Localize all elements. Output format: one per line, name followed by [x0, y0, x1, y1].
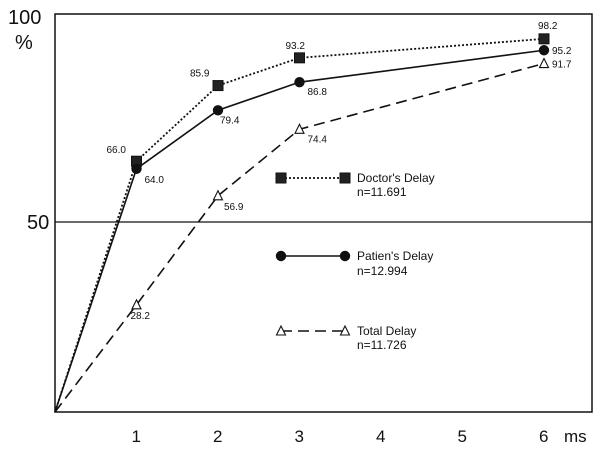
series-layer: 66.0 85.9 93.2 98.2 64.0 79.4 86.8 95.2 28.2 56.9… — [54, 21, 572, 413]
x-tick-label-1: 1 — [132, 427, 141, 446]
data-label: 56.9 — [224, 202, 244, 213]
data-point — [538, 45, 550, 56]
plot-frame — [54, 13, 593, 413]
series-line — [54, 62, 545, 413]
series-line — [54, 49, 545, 413]
x-tick-label-4: 4 — [376, 427, 385, 446]
x-tick-label-2: 2 — [213, 427, 222, 446]
data-label: 74.4 — [308, 134, 328, 145]
data-label: 93.2 — [286, 41, 306, 52]
data-label: 95.2 — [552, 46, 572, 57]
series-doctor-s-delay: 66.0 85.9 93.2 98.2 — [54, 21, 558, 413]
legend-n-label: n=11.726 — [357, 338, 407, 352]
data-label: 86.8 — [308, 87, 328, 98]
y-tick-label-100: 100 — [8, 7, 41, 29]
data-label: 66.0 — [107, 145, 127, 156]
data-label: 91.7 — [552, 60, 572, 71]
data-point — [212, 189, 224, 201]
series-line — [54, 37, 545, 413]
x-axis-unit: ms — [564, 427, 587, 446]
legend-marker — [275, 250, 287, 262]
data-label: 64.0 — [145, 175, 165, 186]
series-total-delay: 28.2 56.9 74.4 91.7 — [54, 57, 572, 413]
legend-marker — [339, 172, 351, 184]
data-label: 98.2 — [538, 21, 558, 32]
x-tick-label-3: 3 — [295, 427, 304, 446]
data-label: 28.2 — [131, 311, 151, 322]
data-point — [294, 76, 305, 88]
legend-n-label: n=12.994 — [357, 264, 408, 278]
data-point — [212, 105, 224, 116]
data-point — [294, 52, 305, 64]
legend-marker — [275, 324, 287, 336]
x-tick-label-5: 5 — [458, 427, 467, 446]
data-point — [212, 80, 224, 92]
y-tick-label-50: 50 — [27, 212, 49, 234]
legend-n-label: n=11.691 — [357, 185, 407, 199]
x-tick-label-6: 6 — [539, 427, 548, 446]
y-axis-unit: % — [15, 32, 33, 54]
legend-label: Patien's Delay — [357, 249, 433, 263]
legend-marker — [339, 324, 351, 336]
series-patien-s-delay: 64.0 79.4 86.8 95.2 — [54, 45, 572, 413]
legend-marker — [339, 250, 351, 262]
legend-label: Total Delay — [357, 324, 416, 338]
data-point — [131, 298, 142, 310]
data-point — [538, 33, 550, 45]
data-point — [131, 163, 142, 174]
data-point — [538, 57, 550, 69]
data-point — [294, 123, 305, 134]
legend-marker — [275, 172, 287, 184]
data-label: 85.9 — [190, 69, 210, 80]
data-label: 79.4 — [220, 115, 240, 126]
x-axis-ticks: 1 2 3 4 5 6 — [132, 427, 549, 446]
legend-label: Doctor's Delay — [357, 171, 435, 185]
